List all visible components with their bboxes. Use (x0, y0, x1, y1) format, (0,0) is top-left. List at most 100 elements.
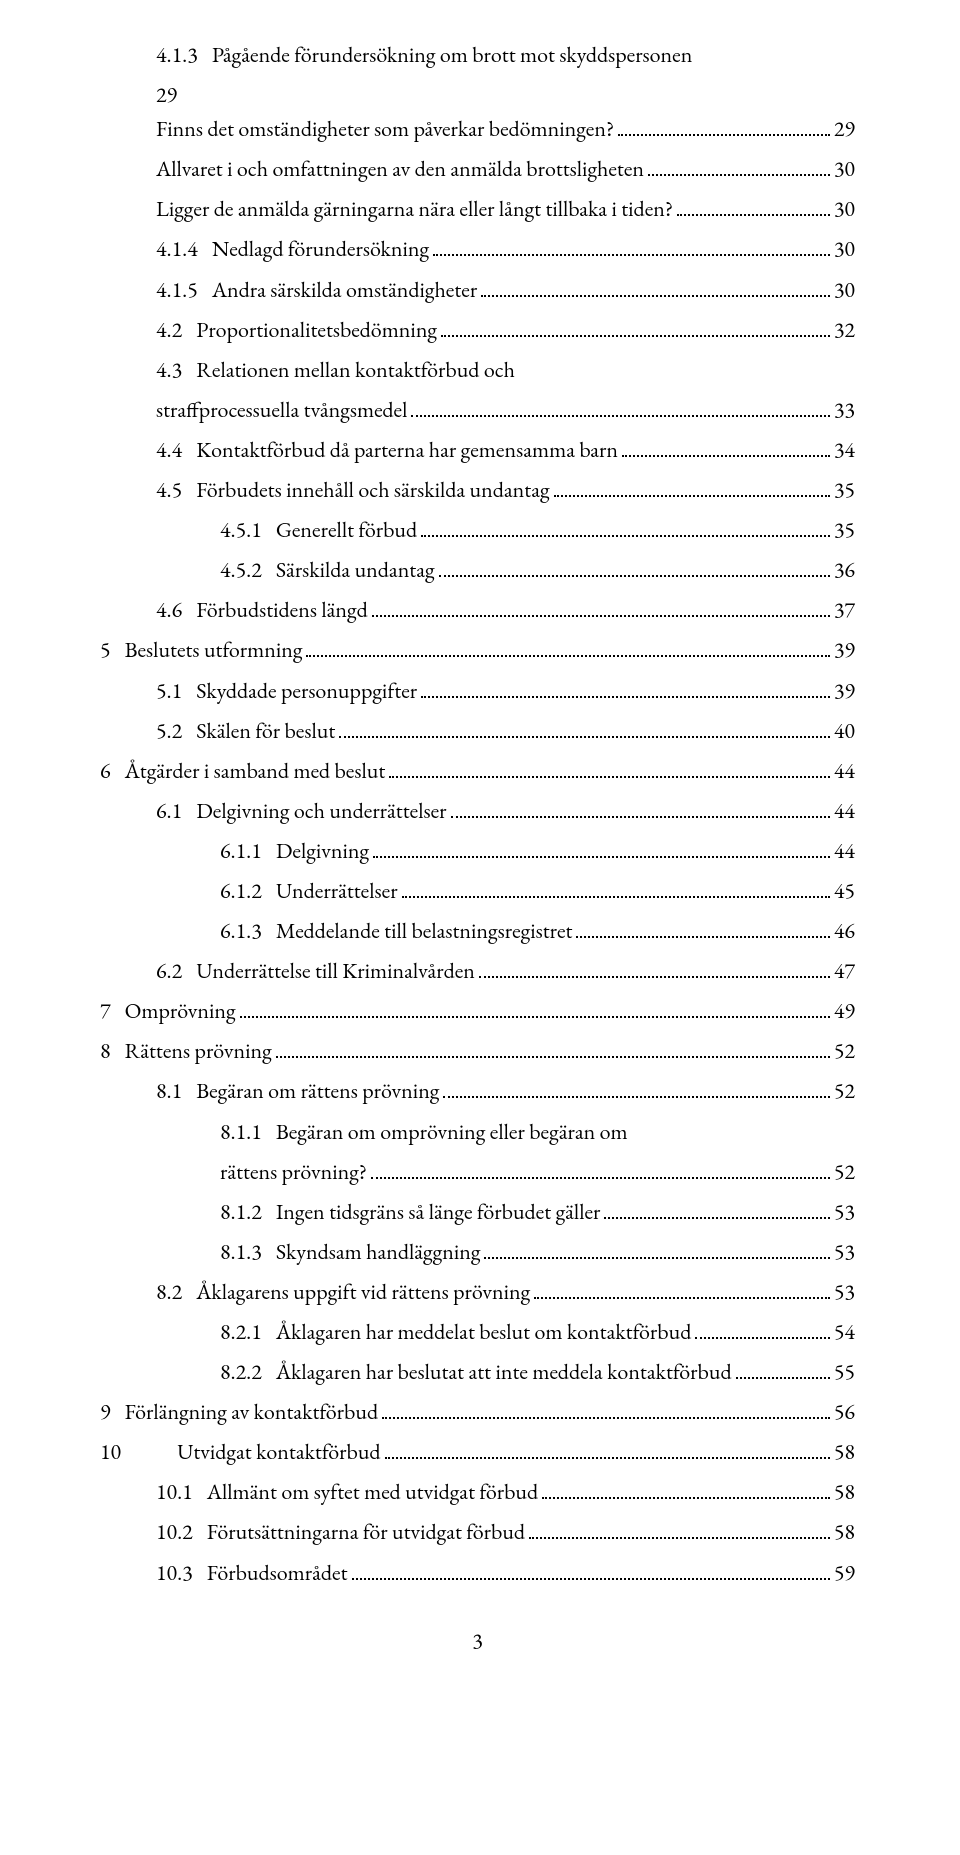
toc-number: 8.2 (156, 1275, 196, 1309)
toc-entry: Ligger de anmälda gärningarna nära eller… (100, 192, 855, 226)
toc-number: 4.5 (156, 473, 196, 507)
toc-entry: 10Utvidgat kontaktförbud 58 (100, 1435, 855, 1469)
toc-label: Finns det omständigheter som påverkar be… (156, 112, 614, 146)
toc-leader-dots (554, 495, 830, 497)
toc-page: 35 (834, 513, 855, 547)
toc-number: 6.2 (156, 954, 196, 988)
toc-entry-continuation: 29 (100, 78, 855, 112)
toc-entry: 8.1.3Skyndsam handläggning 53 (100, 1235, 855, 1269)
toc-leader-dots (421, 535, 830, 537)
toc-label: Utvidgat kontaktförbud (177, 1435, 380, 1469)
toc-label: Meddelande till belastningsregistret (276, 914, 573, 948)
toc-number: 4.5.2 (220, 553, 276, 587)
toc-number: 8.1.3 (220, 1235, 276, 1269)
toc-page: 46 (834, 914, 855, 948)
toc-label: Beslutets utformning (125, 633, 303, 667)
toc-label: Proportionalitetsbedömning (196, 313, 437, 347)
toc-label: Åklagarens uppgift vid rättens prövning (196, 1275, 530, 1309)
toc-label: Kontaktförbud då parterna har gemensamma… (196, 433, 618, 467)
toc-page: 29 (834, 112, 855, 146)
toc-label: straffprocessuella tvångsmedel (156, 393, 407, 427)
toc-label: Åklagaren har beslutat att inte meddela … (276, 1355, 732, 1389)
toc-number: 4.5.1 (220, 513, 276, 547)
toc-entry-continuation: straffprocessuella tvångsmedel 33 (100, 393, 855, 427)
toc-entry: 8.2Åklagarens uppgift vid rättens prövni… (100, 1275, 855, 1309)
toc-entry: 4.6Förbudstidens längd37 (100, 593, 855, 627)
toc-label: Allmänt om syftet med utvidgat förbud (207, 1475, 538, 1509)
toc-leader-dots (648, 174, 830, 176)
toc-number: 8 (100, 1034, 125, 1068)
toc-entry: Allvaret i och omfattningen av den anmäl… (100, 152, 855, 186)
toc-number: 10.2 (156, 1515, 207, 1549)
toc-number: 9 (100, 1395, 125, 1429)
toc-page: 53 (834, 1235, 855, 1269)
table-of-contents: 4.1.3Pågående förundersökning om brott m… (100, 38, 855, 1590)
toc-leader-dots (443, 1096, 829, 1098)
toc-entry: 4.5Förbudets innehåll och särskilda unda… (100, 473, 855, 507)
toc-page: 30 (834, 232, 855, 266)
toc-label: Förutsättningarna för utvidgat förbud (207, 1515, 525, 1549)
toc-leader-dots (484, 1257, 829, 1259)
toc-number: 8.2.2 (220, 1355, 276, 1389)
toc-page: 33 (834, 393, 855, 427)
toc-number: 4.2 (156, 313, 196, 347)
toc-leader-dots (372, 615, 830, 617)
toc-label: Underrättelse till Kriminalvården (196, 954, 475, 988)
toc-number: 6.1.3 (220, 914, 276, 948)
toc-entry: 8.1Begäran om rättens prövning52 (100, 1074, 855, 1108)
toc-entry: 8.2.2Åklagaren har beslutat att inte med… (100, 1355, 855, 1389)
toc-page: 58 (834, 1435, 855, 1469)
toc-label: Åklagaren har meddelat beslut om kontakt… (276, 1315, 692, 1349)
toc-page: 30 (834, 192, 855, 226)
toc-leader-dots (618, 134, 830, 136)
toc-label: Särskilda undantag (276, 553, 435, 587)
toc-page: 53 (834, 1195, 855, 1229)
toc-label: rättens prövning? (220, 1155, 367, 1189)
toc-label: Åtgärder i samband med beslut (125, 754, 386, 788)
toc-page: 53 (834, 1275, 855, 1309)
toc-label: Generellt förbud (276, 513, 417, 547)
toc-number: 10 (100, 1435, 177, 1469)
toc-label: Delgivning och underrättelser (196, 794, 446, 828)
toc-entry: 4.5.1Generellt förbud 35 (100, 513, 855, 547)
toc-leader-dots (371, 1177, 830, 1179)
toc-entry: 4.3Relationen mellan kontaktförbud och (100, 353, 855, 387)
toc-entry-continuation: rättens prövning?52 (100, 1155, 855, 1189)
toc-page: 44 (834, 754, 855, 788)
toc-entry: 7Omprövning49 (100, 994, 855, 1028)
toc-page: 39 (834, 633, 855, 667)
toc-number: 7 (100, 994, 125, 1028)
toc-entry: 6.1.2Underrättelser45 (100, 874, 855, 908)
toc-page: 52 (834, 1034, 855, 1068)
toc-entry: 6.1.1Delgivning44 (100, 834, 855, 868)
toc-label: Ingen tidsgräns så länge förbudet gäller (276, 1195, 601, 1229)
toc-leader-dots (481, 295, 830, 297)
toc-page: 47 (834, 954, 855, 988)
toc-page: 56 (834, 1395, 855, 1429)
toc-page: 40 (834, 714, 855, 748)
toc-label: Skälen för beslut (196, 714, 335, 748)
toc-entry: 4.1.4Nedlagd förundersökning30 (100, 232, 855, 266)
toc-entry: 5.1Skyddade personuppgifter39 (100, 674, 855, 708)
toc-leader-dots (433, 254, 830, 256)
toc-leader-dots (479, 976, 830, 978)
toc-entry: 8.2.1Åklagaren har meddelat beslut om ko… (100, 1315, 855, 1349)
toc-leader-dots (421, 696, 830, 698)
toc-label: Delgivning (276, 834, 369, 868)
toc-page: 58 (834, 1515, 855, 1549)
toc-entry: 10.1Allmänt om syftet med utvidgat förbu… (100, 1475, 855, 1509)
toc-leader-dots (534, 1297, 830, 1299)
toc-label: Ligger de anmälda gärningarna nära eller… (156, 192, 673, 226)
toc-number: 10.1 (156, 1475, 207, 1509)
toc-leader-dots (411, 415, 829, 417)
toc-entry: 10.2Förutsättningarna för utvidgat förbu… (100, 1515, 855, 1549)
toc-entry: 6.1Delgivning och underrättelser44 (100, 794, 855, 828)
toc-number: 4.4 (156, 433, 196, 467)
toc-leader-dots (439, 575, 830, 577)
toc-entry: 5.2Skälen för beslut40 (100, 714, 855, 748)
toc-number: 4.1.5 (156, 273, 212, 307)
toc-entry: 6.1.3Meddelande till belastningsregistre… (100, 914, 855, 948)
toc-label: Skyndsam handläggning (276, 1235, 481, 1269)
toc-page: 44 (834, 834, 855, 868)
toc-label: Allvaret i och omfattningen av den anmäl… (156, 152, 644, 186)
